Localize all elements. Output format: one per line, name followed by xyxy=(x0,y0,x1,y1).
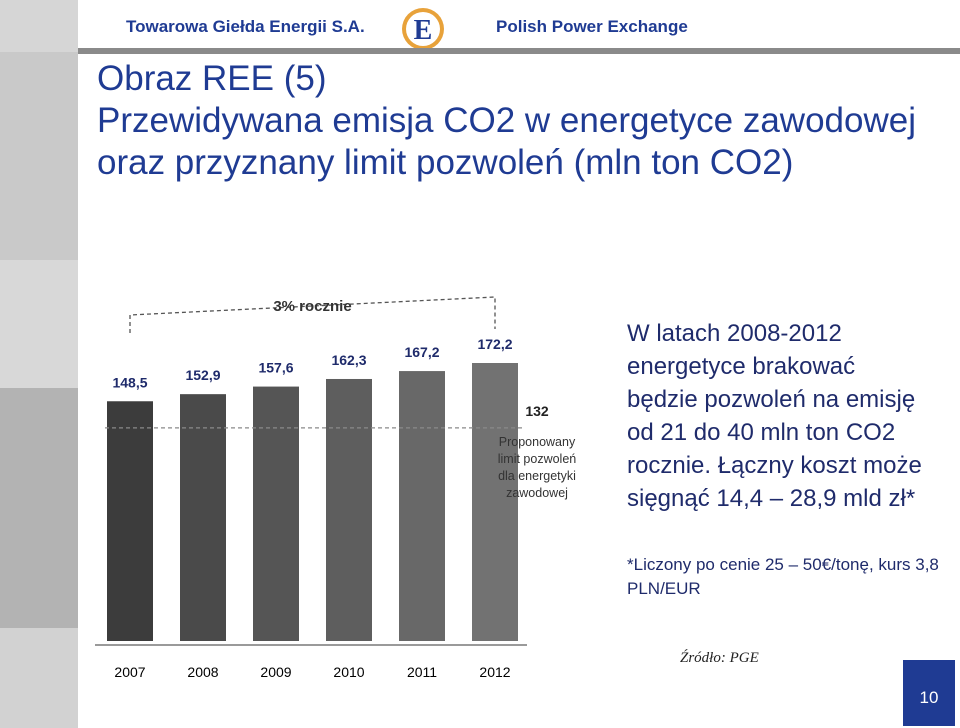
bar-2007 xyxy=(107,401,153,641)
title-line-1: Obraz REE (5) xyxy=(97,59,327,98)
bar-value-label: 167,2 xyxy=(404,344,439,360)
page-number-box: 10 xyxy=(903,660,955,726)
growth-bracket xyxy=(129,296,496,333)
limit-label-line: dla energetyki xyxy=(498,469,576,483)
title-line-2: Przewidywana emisja CO2 w energetyce zaw… xyxy=(97,101,916,182)
strip-segment xyxy=(0,628,78,728)
bar-value-label: 152,9 xyxy=(185,367,220,383)
bar-value-label: 157,6 xyxy=(258,360,293,376)
limit-value-label: 132 xyxy=(525,403,549,419)
bar-2012 xyxy=(472,363,518,641)
strip-segment xyxy=(0,0,78,52)
strip-segment xyxy=(0,388,78,628)
page-number: 10 xyxy=(919,688,939,707)
brand-left: Towarowa Giełda Energii S.A. xyxy=(126,17,365,36)
x-tick-label: 2008 xyxy=(187,664,218,680)
x-tick-label: 2011 xyxy=(407,664,437,680)
x-tick-label: 2007 xyxy=(114,664,145,680)
bar-value-label: 148,5 xyxy=(112,374,147,390)
tge-logo-icon: E xyxy=(402,8,444,50)
footnote-text: *Liczony po cenie 25 – 50€/tonę, kurs 3,… xyxy=(627,555,939,598)
x-tick-label: 2010 xyxy=(333,664,364,680)
slide-title: Obraz REE (5) Przewidywana emisja CO2 w … xyxy=(97,58,947,184)
left-decorative-strip xyxy=(0,0,78,728)
bar-2011 xyxy=(399,371,445,641)
bar-2008 xyxy=(180,394,226,641)
limit-label-line: zawodowej xyxy=(506,486,568,500)
strip-segment xyxy=(0,260,78,388)
summary-text: W latach 2008-2012 energetyce brakować b… xyxy=(627,320,922,512)
source-label: Źródło: PGE xyxy=(680,650,759,666)
x-tick-label: 2012 xyxy=(479,664,510,680)
bar-2009 xyxy=(253,386,299,641)
limit-label-line: limit pozwoleń xyxy=(498,452,577,466)
x-tick-label: 2009 xyxy=(260,664,291,680)
header: Towarowa Giełda Energii S.A. E Polish Po… xyxy=(78,0,960,52)
axis-baseline xyxy=(95,644,527,646)
strip-segment xyxy=(0,52,78,260)
limit-label-line: Proponowany xyxy=(499,435,576,449)
bar-value-label: 172,2 xyxy=(477,336,512,352)
growth-annotation: 3% rocznie xyxy=(273,298,351,315)
brand-right: Polish Power Exchange xyxy=(496,17,688,36)
svg-text:E: E xyxy=(414,15,433,46)
emission-bar-chart: 148,5 2007 152,9 2008 157,6 2009 162,3 2010 167,… xyxy=(105,296,577,680)
bar-value-label: 162,3 xyxy=(331,352,366,368)
bar-2010 xyxy=(326,378,372,641)
header-divider xyxy=(78,48,960,54)
